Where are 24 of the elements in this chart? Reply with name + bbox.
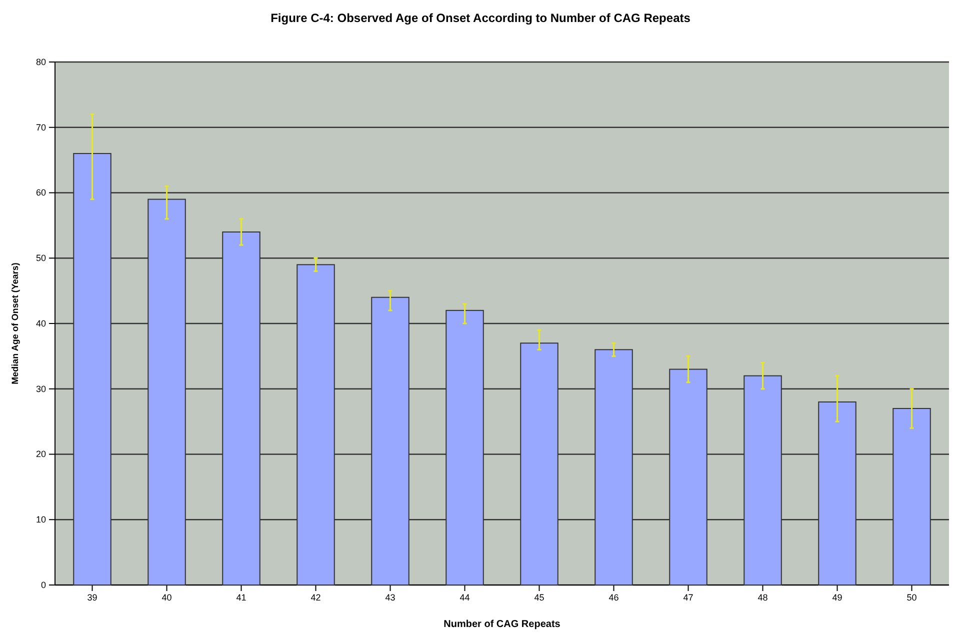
y-tick-label: 60: [36, 188, 46, 198]
y-tick-label: 30: [36, 384, 46, 394]
x-tick-label: 47: [683, 592, 694, 602]
x-axis-title: Number of CAG Repeats: [444, 619, 561, 630]
x-tick-label: 49: [832, 592, 842, 602]
y-axis-title: Median Age of Onset (Years): [10, 262, 20, 384]
y-tick-label: 10: [36, 514, 46, 525]
y-tick-label: 80: [36, 56, 46, 67]
y-tick-label: 20: [36, 449, 46, 460]
x-tick-label: 48: [758, 592, 768, 602]
x-tick-label: 45: [534, 592, 544, 602]
x-tick-label: 39: [87, 592, 98, 602]
chart-title: Figure C-4: Observed Age of Onset According to Number of CAG Repeats: [270, 11, 691, 25]
y-tick-label: 70: [36, 122, 46, 132]
y-tick-label: 40: [36, 318, 46, 328]
x-tick-label: 41: [236, 592, 246, 602]
x-tick-label: 40: [162, 592, 172, 602]
y-tick-label: 50: [36, 253, 46, 264]
x-tick-label: 43: [385, 592, 396, 602]
x-tick-label: 42: [310, 592, 321, 602]
x-tick-label: 44: [460, 592, 470, 602]
y-tick-label: 0: [40, 580, 46, 590]
x-tick-label: 46: [608, 592, 619, 602]
x-tick-label: 50: [906, 592, 917, 602]
